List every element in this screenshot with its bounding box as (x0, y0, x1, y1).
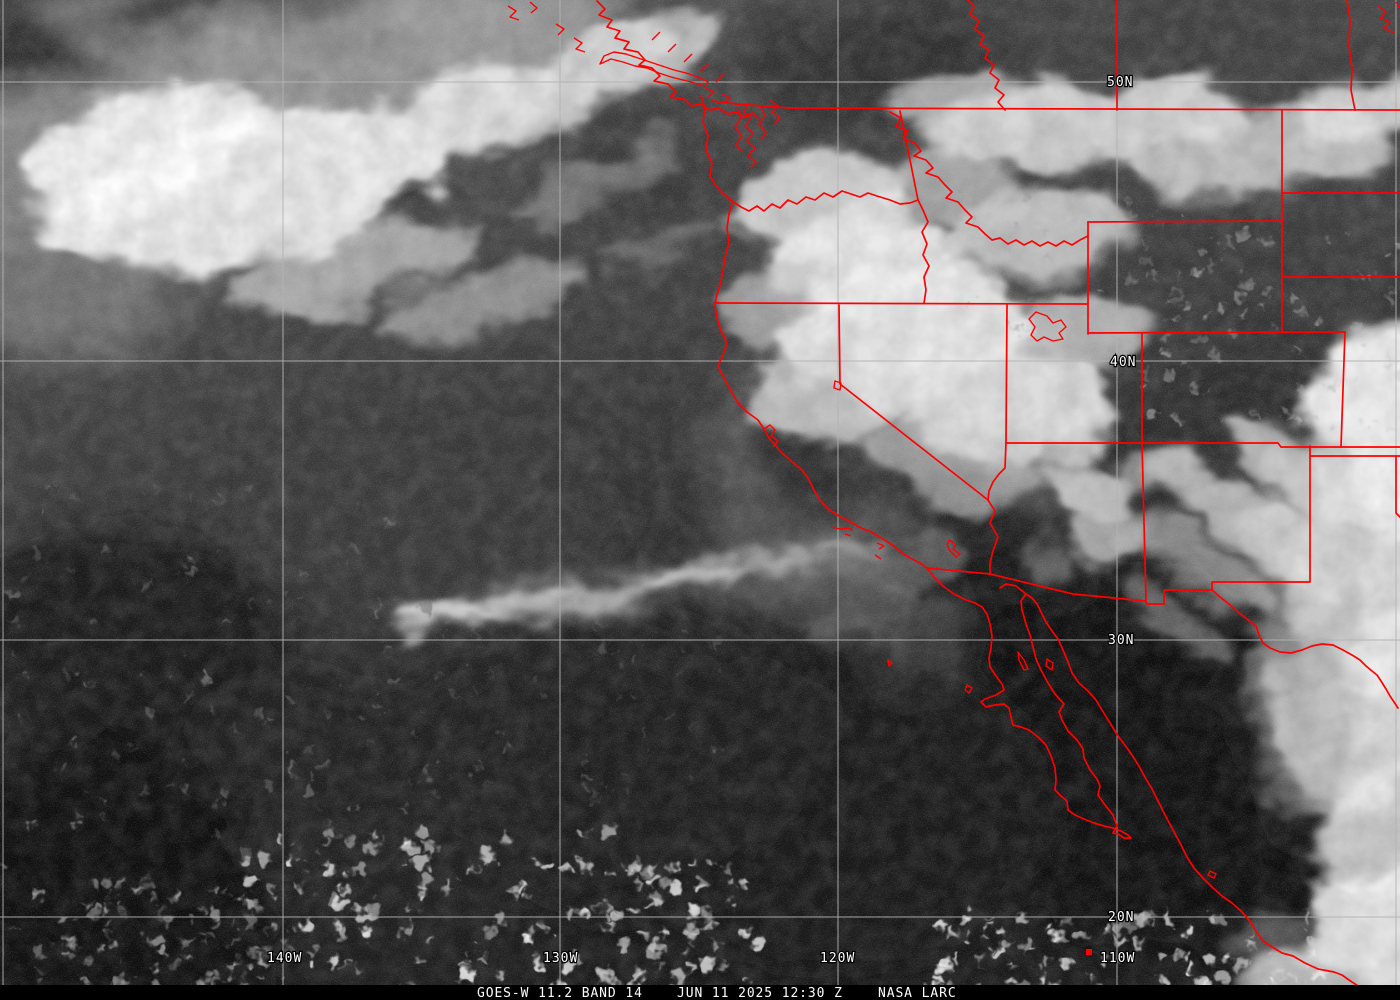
nevada-utah-border (1005, 303, 1008, 444)
caption-product: GOES-W 11.2 BAND 14 (477, 986, 643, 1000)
channel-islands (831, 526, 885, 560)
us-mexico-border (926, 567, 1213, 605)
lon-label-120w: 120W (820, 951, 855, 966)
bc-islands (507, 1, 731, 104)
bc-alberta-border (967, 0, 1006, 111)
socorro-island-marker (1086, 949, 1092, 955)
colorado-river-ca-az (987, 499, 999, 575)
lon-label-130w: 130W (543, 951, 578, 966)
california-nevada-border (838, 304, 989, 501)
oklahoma-texas-border (1309, 455, 1400, 518)
grid-labels: 50N 40N 30N 20N 140W 130W 120W 110W (266, 74, 1137, 968)
gulf-islands (1017, 651, 1217, 879)
caption-credit: NASA LARC (878, 986, 957, 1000)
caption-bar-background (0, 985, 1400, 1000)
newmexico-texas-border (1211, 445, 1311, 591)
san-francisco-bay (763, 424, 779, 448)
saskatchewan-manitoba-border (1346, 0, 1356, 111)
great-salt-lake (1028, 311, 1067, 342)
idaho-montana-border (889, 111, 1089, 247)
lon-label-140w: 140W (267, 951, 302, 966)
us-canada-border (711, 100, 1400, 111)
idaho-west-border (899, 110, 930, 304)
puget-sound (734, 99, 781, 169)
map-overlay (507, 0, 1400, 987)
montana-wyoming-border (1087, 220, 1283, 223)
border-41n (1087, 331, 1346, 334)
lat-label-20n: 20N (1108, 910, 1134, 925)
nevada-arizona-border (987, 442, 1007, 501)
guadalupe-island (887, 659, 893, 667)
arizona-newmexico-border (1141, 442, 1147, 602)
lat-label-30n: 30N (1108, 633, 1134, 648)
baja-california-coast (926, 567, 1132, 839)
colorado-kansas-border (1340, 331, 1346, 448)
vancouver-island (599, 51, 709, 87)
border-42n (714, 302, 1089, 305)
cedros-island (964, 684, 973, 694)
bc-fjords (651, 31, 725, 83)
bc-coastline (596, 0, 759, 119)
lat-label-40n: 40N (1110, 355, 1136, 370)
columbia-river-border (731, 190, 919, 212)
lake-tahoe (833, 380, 842, 391)
washington-coast (700, 95, 733, 202)
lon-label-110w: 110W (1100, 951, 1135, 966)
caption-bar: GOES-W 11.2 BAND 14 JUN 11 2025 12:30 Z … (0, 985, 1400, 1000)
mexico-mainland-coast (1025, 593, 1359, 987)
rio-grande (1211, 589, 1399, 709)
lat-label-50n: 50N (1107, 75, 1133, 90)
salton-sea (946, 539, 961, 558)
manitoba-lakes (1377, 1, 1400, 34)
caption-datetime: JUN 11 2025 12:30 Z (677, 986, 843, 1000)
